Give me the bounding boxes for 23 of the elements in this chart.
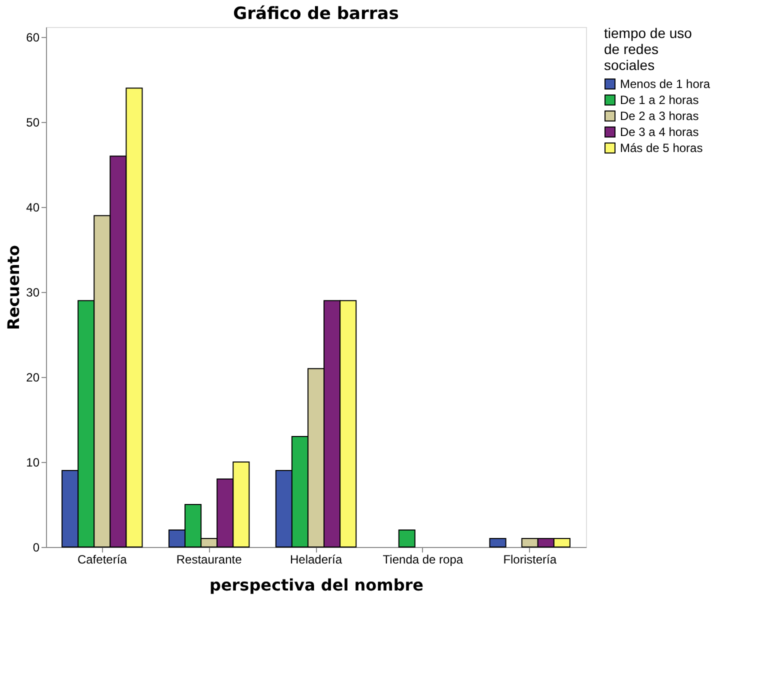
y-tick-label: 40 — [26, 200, 40, 215]
x-tick-label: Restaurante — [176, 552, 242, 566]
bar — [398, 530, 416, 548]
x-tick-label: Cafetería — [77, 552, 128, 566]
x-axis-title: perspectiva del nombre — [209, 576, 424, 594]
chart-title: Gráfico de barras — [233, 4, 399, 24]
x-tick-label: Floristería — [503, 552, 557, 566]
y-tick-label: 20 — [26, 370, 40, 385]
x-tick-label: Heladería — [290, 552, 342, 566]
legend-label: Menos de 1 hora — [620, 77, 710, 91]
y-tick-label: 60 — [26, 30, 40, 45]
y-tick-label: 10 — [26, 456, 40, 470]
y-tick-label: 30 — [26, 286, 40, 300]
bar — [489, 538, 506, 548]
legend-label: De 2 a 3 horas — [620, 109, 699, 123]
y-tick-label: 50 — [26, 116, 40, 130]
legend-label: De 1 a 2 horas — [620, 93, 699, 107]
legend-label: Más de 5 horas — [620, 141, 703, 155]
x-tick-label: Tienda de ropa — [382, 552, 464, 566]
y-axis-title: Recuento — [4, 245, 24, 330]
y-tick-label: 0 — [32, 540, 40, 554]
legend-title: tiempo de uso de redes sociales — [604, 25, 692, 73]
legend-label: De 3 a 4 horas — [620, 125, 699, 139]
